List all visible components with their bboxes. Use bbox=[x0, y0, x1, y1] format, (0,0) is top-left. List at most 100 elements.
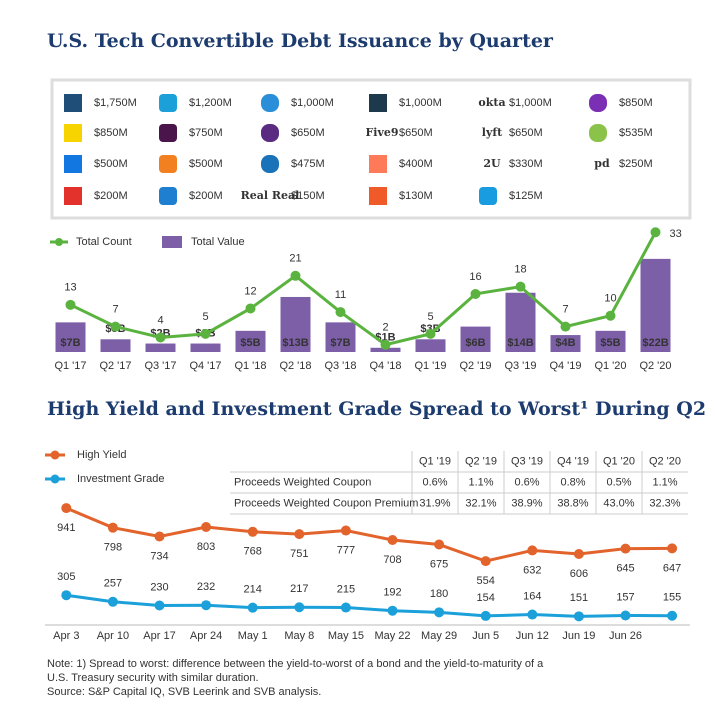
spread-label: 768 bbox=[244, 546, 262, 558]
spread-point bbox=[61, 590, 72, 601]
chart-title: U.S. Tech Convertible Debt Issuance by Q… bbox=[47, 30, 554, 52]
table-cell: 0.6% bbox=[422, 476, 447, 488]
count-point bbox=[515, 281, 526, 292]
count-label: 4 bbox=[157, 314, 163, 326]
spread-point bbox=[434, 539, 445, 550]
amount-label: $1,000M bbox=[509, 97, 552, 109]
bar bbox=[145, 343, 176, 352]
spread-point bbox=[387, 605, 398, 616]
spread-label: 554 bbox=[477, 575, 495, 587]
amount-label: $250M bbox=[619, 158, 653, 170]
amount-label: $650M bbox=[291, 127, 325, 139]
spread-point bbox=[573, 548, 584, 559]
x-tick-label: Q1 '17 bbox=[54, 360, 86, 372]
x-tick-label: Jun 5 bbox=[472, 630, 499, 642]
bar bbox=[460, 326, 491, 352]
bar bbox=[640, 258, 671, 352]
note: Source: S&P Capital IQ, SVB Leerink and … bbox=[47, 686, 321, 698]
x-tick-label: Q4 '17 bbox=[189, 360, 221, 372]
x-tick-label: May 15 bbox=[328, 630, 364, 642]
legend-marker bbox=[50, 474, 60, 484]
spread-label: 180 bbox=[430, 588, 448, 600]
count-label: 11 bbox=[335, 289, 346, 301]
spread-label: 151 bbox=[570, 592, 588, 604]
table-cell: 0.6% bbox=[514, 476, 539, 488]
count-label: 2 bbox=[382, 322, 388, 334]
table-cell: 43.0% bbox=[603, 497, 634, 509]
spread-point bbox=[387, 535, 398, 546]
spread-point bbox=[480, 556, 491, 567]
table-cell: 1.1% bbox=[468, 476, 493, 488]
logo-icon bbox=[261, 124, 279, 142]
logo-text: pd bbox=[594, 157, 610, 170]
amount-label: $130M bbox=[399, 190, 433, 202]
x-tick-label: Q1 '20 bbox=[594, 360, 626, 372]
count-label: 13 bbox=[64, 282, 76, 294]
table-cell: 32.3% bbox=[649, 497, 680, 509]
count-label: 33 bbox=[670, 228, 682, 240]
count-label: 5 bbox=[202, 311, 208, 323]
table-header: Q1 '20 bbox=[603, 455, 635, 467]
table-row-label: Proceeds Weighted Coupon Premium bbox=[234, 497, 418, 509]
count-point bbox=[605, 310, 616, 321]
bar bbox=[505, 292, 536, 352]
logo-icon bbox=[159, 155, 177, 173]
count-point bbox=[155, 332, 166, 343]
x-tick-label: Q4 '19 bbox=[549, 360, 581, 372]
x-tick-label: Q4 '18 bbox=[369, 360, 401, 372]
count-point bbox=[110, 321, 121, 332]
logo-icon bbox=[159, 124, 177, 142]
logo-icon bbox=[261, 155, 279, 173]
spread-point bbox=[340, 602, 351, 613]
table-cell: 0.5% bbox=[606, 476, 631, 488]
spread-label: 155 bbox=[663, 592, 681, 604]
x-tick-label: Q2 '20 bbox=[639, 360, 671, 372]
logo-box bbox=[50, 78, 692, 220]
x-tick-label: May 8 bbox=[284, 630, 314, 642]
amount-label: $400M bbox=[399, 158, 433, 170]
spread-point bbox=[340, 525, 351, 536]
spread-point bbox=[294, 602, 305, 613]
x-tick-label: Q3 '19 bbox=[504, 360, 536, 372]
count-point bbox=[560, 321, 571, 332]
bar-value-label: $13B bbox=[282, 337, 308, 349]
spread-label: 232 bbox=[197, 581, 215, 593]
amount-label: $850M bbox=[94, 127, 128, 139]
x-tick-label: Jun 19 bbox=[562, 630, 595, 642]
amount-label: $500M bbox=[189, 158, 223, 170]
note: Note: 1) Spread to worst: difference bet… bbox=[47, 658, 544, 670]
logo-icon bbox=[479, 187, 497, 205]
logo-text: Real Real bbox=[241, 189, 300, 202]
logo-text: 2U bbox=[483, 157, 501, 170]
count-line bbox=[69, 231, 657, 347]
bar-value-label: $7B bbox=[60, 337, 80, 349]
spread-label: 708 bbox=[383, 554, 401, 566]
x-tick-label: Q3 '18 bbox=[324, 360, 356, 372]
table-header: Q2 '20 bbox=[649, 455, 681, 467]
x-tick-label: Q3 '17 bbox=[144, 360, 176, 372]
spread-point bbox=[480, 610, 491, 621]
spread-point bbox=[154, 600, 165, 611]
table-cell: 1.1% bbox=[652, 476, 677, 488]
x-tick-label: Q2 '18 bbox=[279, 360, 311, 372]
spread-point bbox=[247, 602, 258, 613]
spread-point bbox=[667, 610, 678, 621]
bar-value-label: $22B bbox=[642, 337, 668, 349]
table-header: Q2 '19 bbox=[465, 455, 497, 467]
amount-label: $650M bbox=[399, 127, 433, 139]
spread-label: 777 bbox=[337, 544, 355, 556]
x-tick-label: Q2 '19 bbox=[459, 360, 491, 372]
count-point bbox=[290, 270, 301, 281]
amount-label: $850M bbox=[619, 97, 653, 109]
count-point bbox=[245, 303, 256, 314]
bar bbox=[325, 322, 356, 352]
count-point bbox=[65, 299, 76, 310]
count-point bbox=[425, 328, 436, 339]
amount-label: $330M bbox=[509, 158, 543, 170]
spread-label: 751 bbox=[290, 548, 308, 560]
spread-line bbox=[65, 506, 673, 563]
count-label: 7 bbox=[112, 304, 118, 316]
amount-label: $1,200M bbox=[189, 97, 232, 109]
spread-point bbox=[154, 531, 165, 542]
table-header: Q4 '19 bbox=[557, 455, 589, 467]
